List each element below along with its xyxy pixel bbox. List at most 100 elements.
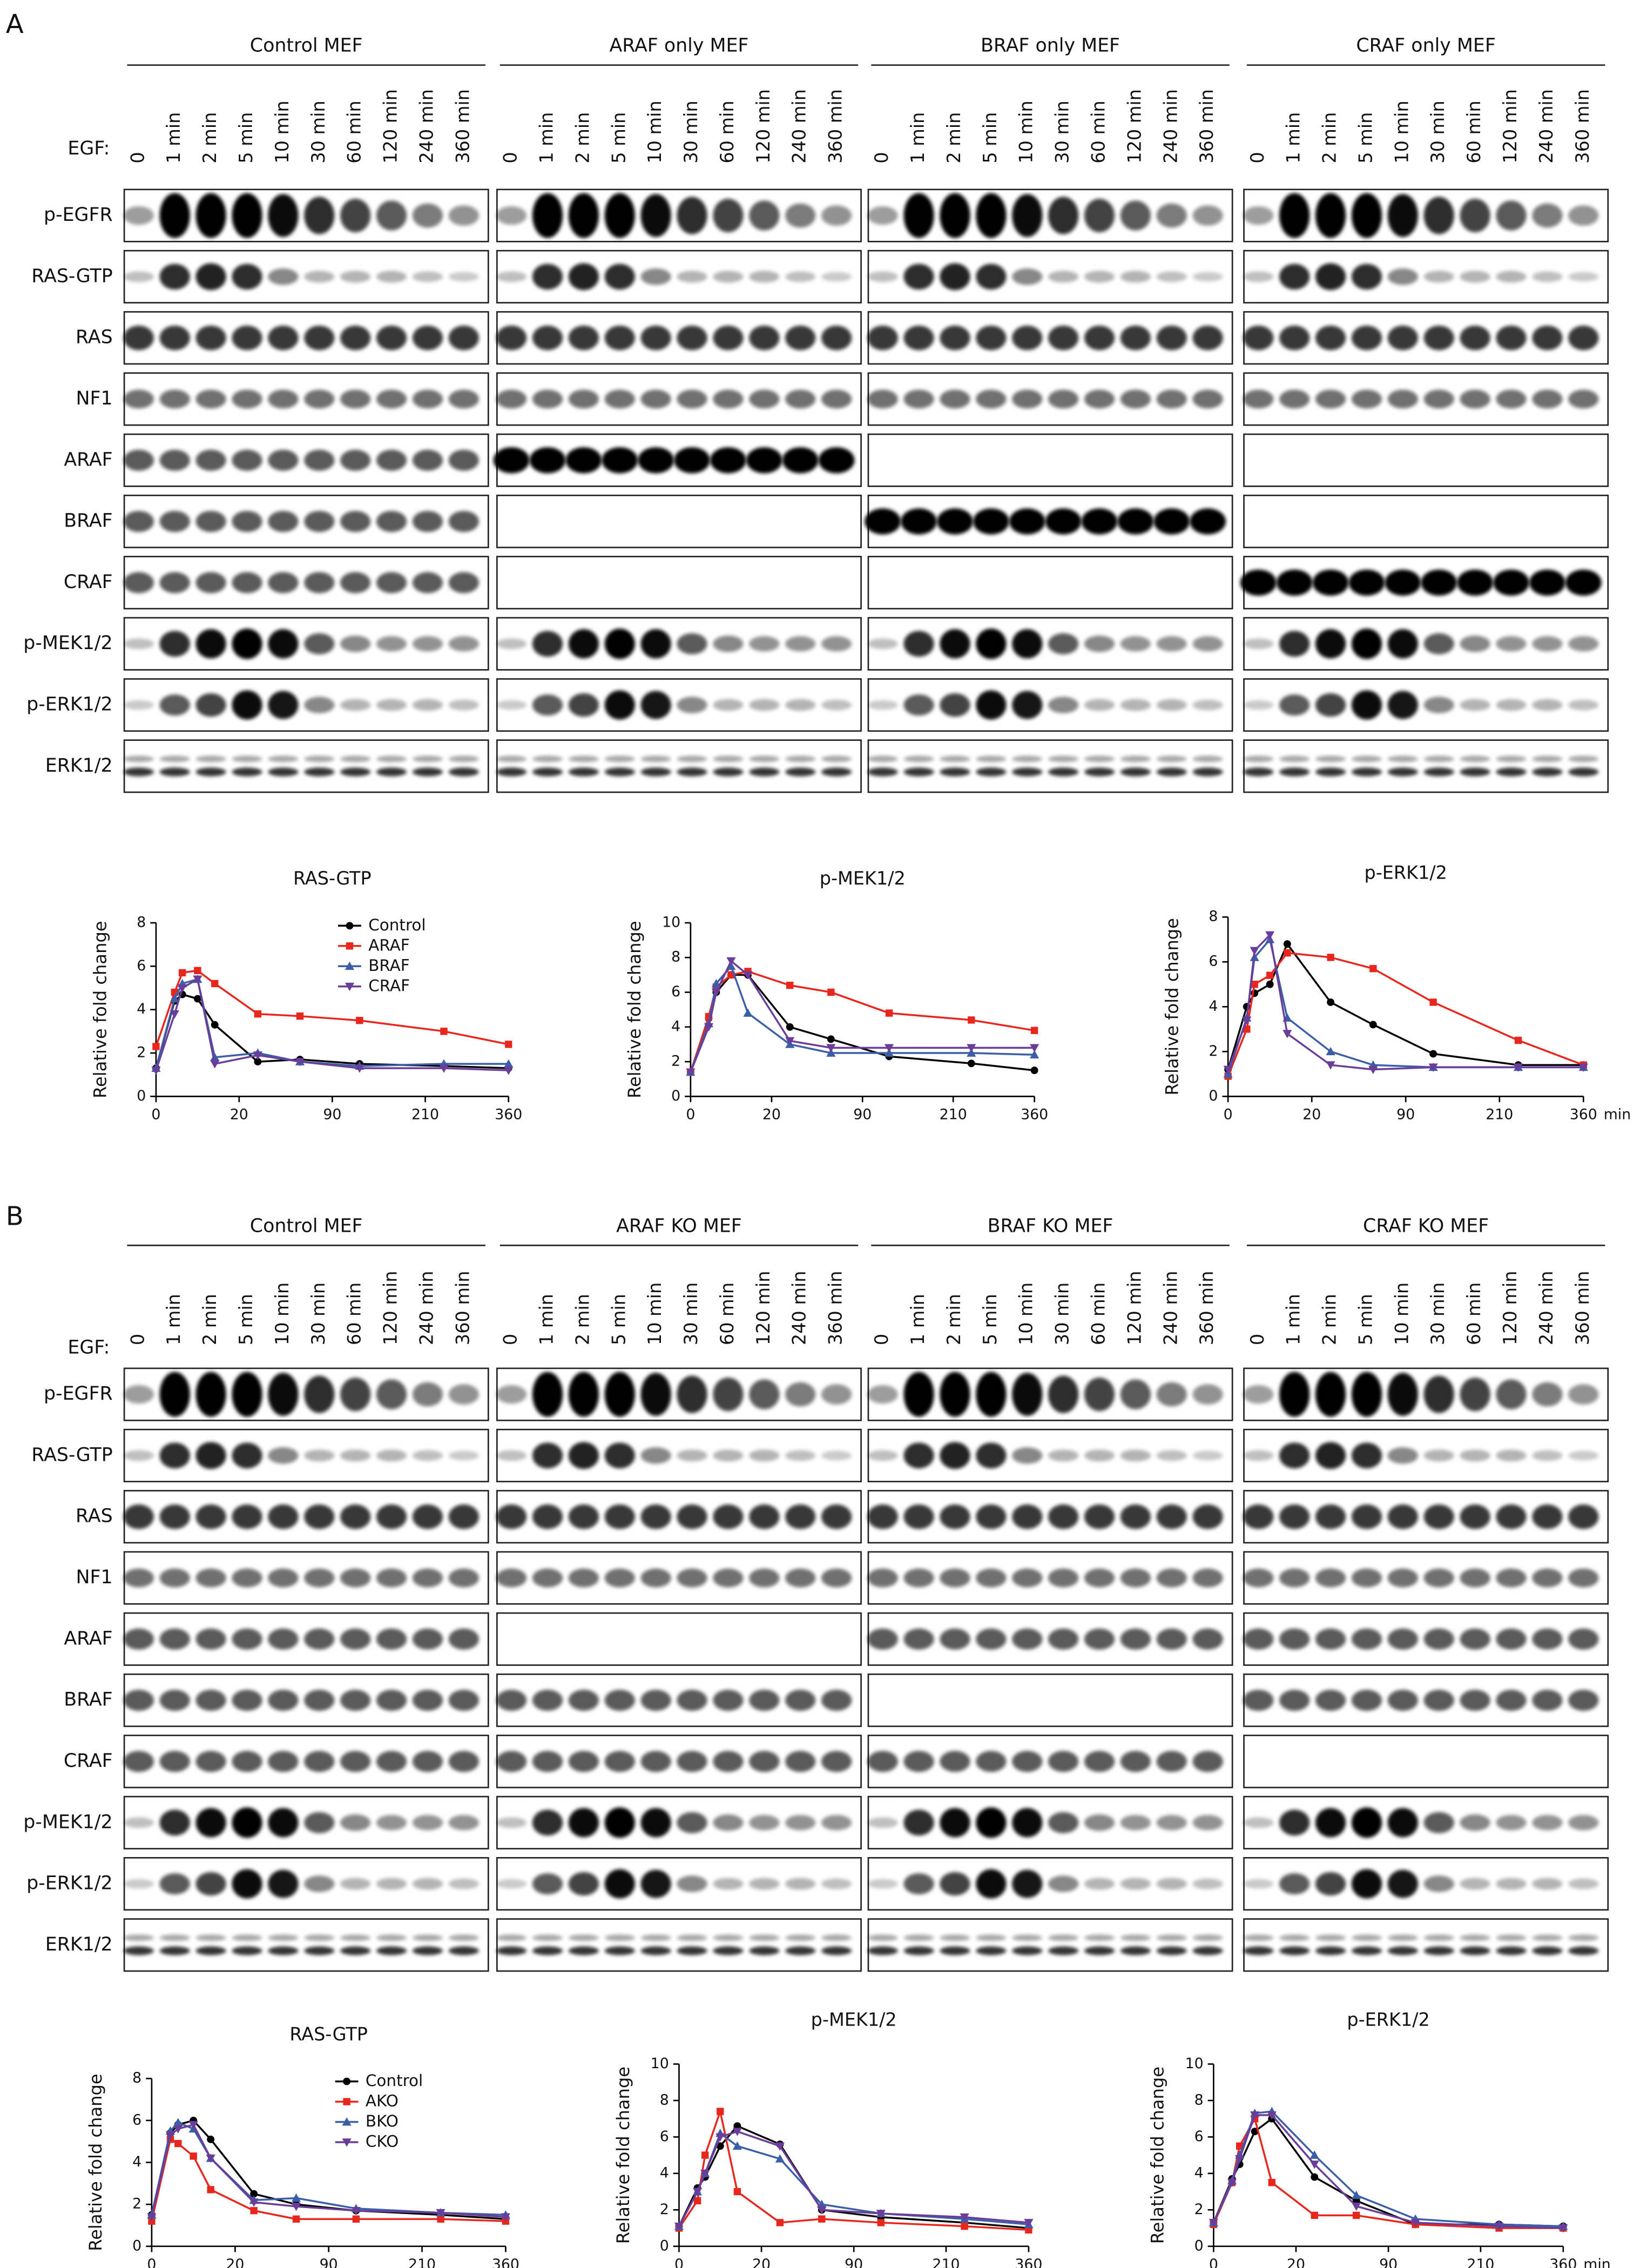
y-tick-label: 2 [660, 2201, 669, 2218]
band [1048, 1812, 1079, 1833]
lane-label: 360 min [452, 1271, 473, 1345]
band [195, 325, 226, 350]
band [268, 194, 299, 237]
band [496, 389, 527, 409]
band [1012, 1568, 1043, 1588]
lane-label: 2 min [572, 1294, 593, 1345]
band [604, 1934, 635, 1941]
y-tick-label: 4 [1209, 998, 1218, 1015]
band [195, 1568, 226, 1588]
band [532, 389, 563, 409]
band [1084, 389, 1115, 409]
marker [174, 2139, 182, 2148]
band [123, 1946, 154, 1955]
band [412, 1568, 443, 1588]
band [903, 694, 934, 716]
band [1243, 1934, 1274, 1941]
band [1156, 636, 1187, 652]
band [1279, 767, 1310, 777]
lane-label: 60 min [717, 1282, 738, 1345]
band [1243, 700, 1274, 710]
marker [193, 995, 201, 1003]
band [1315, 1568, 1346, 1588]
band [1120, 1628, 1151, 1650]
x-tick-label: 0 [1209, 2256, 1218, 2268]
band [604, 264, 635, 290]
band [1120, 1946, 1151, 1955]
band [496, 1817, 527, 1828]
band [1279, 1690, 1310, 1711]
band [532, 1934, 563, 1941]
band [1568, 1815, 1599, 1831]
marker [437, 2215, 444, 2223]
legend-marker [342, 2138, 352, 2147]
y-axis-label: Relative fold change [1148, 2067, 1168, 2244]
band [1315, 1690, 1346, 1711]
band [1315, 1946, 1346, 1955]
band [903, 767, 934, 777]
blot-box [123, 739, 489, 793]
legend-marker [346, 922, 354, 930]
band [1496, 1690, 1527, 1711]
band [232, 755, 262, 762]
band [1496, 755, 1527, 762]
band [976, 629, 1007, 659]
band [677, 197, 707, 234]
marker [439, 1064, 449, 1073]
band [1048, 1375, 1079, 1413]
blot-box [1243, 1918, 1609, 1972]
band [412, 449, 443, 471]
marker [173, 2118, 183, 2127]
band [903, 1946, 934, 1955]
band [1012, 194, 1043, 237]
marker [876, 2210, 886, 2218]
y-tick-label: 8 [660, 2091, 669, 2108]
band [1423, 325, 1454, 350]
lane-label: 60 min [1088, 1282, 1109, 1345]
band [568, 1934, 599, 1941]
band [376, 389, 407, 409]
band [159, 511, 190, 532]
band [568, 1808, 599, 1838]
row-label: RAS-GTP [31, 1444, 112, 1466]
row-label: p-EGFR [44, 204, 113, 226]
band [1048, 389, 1079, 409]
band [1568, 1946, 1599, 1955]
band [123, 325, 154, 350]
band [1279, 631, 1310, 657]
series-line [1227, 951, 1584, 1077]
marker [775, 2142, 785, 2151]
band [713, 1504, 744, 1529]
band [903, 1873, 934, 1895]
row-label: BRAF [64, 510, 112, 532]
band [604, 1372, 635, 1417]
marker [1513, 1063, 1523, 1072]
marker [206, 2154, 215, 2163]
band [268, 1447, 299, 1464]
band [376, 1815, 407, 1831]
band [496, 1568, 527, 1588]
band [448, 767, 479, 777]
band [1532, 389, 1563, 409]
marker [785, 1037, 795, 1046]
band [1084, 271, 1115, 283]
band [1048, 197, 1079, 234]
band [232, 1869, 262, 1899]
band [1192, 1384, 1223, 1405]
y-tick-label: 2 [1194, 2201, 1204, 2218]
band [1496, 699, 1527, 711]
band [713, 1690, 744, 1711]
band [1084, 1946, 1115, 1955]
band [1423, 1628, 1454, 1650]
band [304, 572, 335, 593]
band [1192, 1450, 1223, 1461]
band [340, 572, 371, 593]
band [1457, 569, 1494, 596]
band [1496, 325, 1527, 350]
band [532, 1372, 563, 1417]
band [1048, 1946, 1079, 1955]
band [232, 1934, 262, 1941]
row-label: ERK1/2 [45, 755, 113, 777]
band [677, 767, 707, 777]
band [376, 1934, 407, 1941]
